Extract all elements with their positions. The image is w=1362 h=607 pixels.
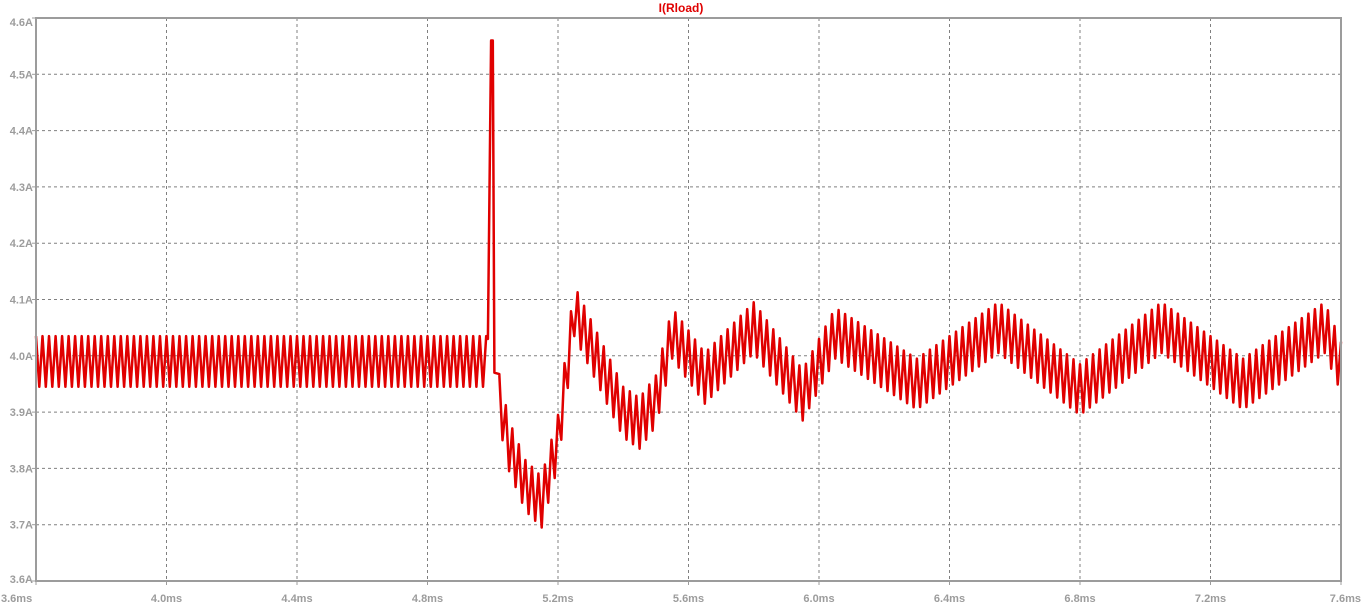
- y-tick-label: 4.4A: [10, 126, 33, 138]
- x-tick-label: 4.0ms: [151, 593, 182, 605]
- x-tick-label: 3.6ms: [1, 593, 32, 605]
- series-line-irload: [34, 39, 1343, 529]
- x-tick-label: 7.6ms: [1330, 593, 1361, 605]
- y-tick-label: 4.5A: [10, 69, 33, 81]
- x-tick-label: 5.2ms: [542, 593, 573, 605]
- y-axis-ticks: 3.6A 3.7A 3.8A 3.9A 4.0A 4.1A 4.2A 4.3A 4.4A 4.5A…: [10, 17, 36, 586]
- grid: [36, 18, 1341, 581]
- y-tick-label: 3.9A: [10, 407, 33, 419]
- x-tick-label: 7.2ms: [1195, 593, 1226, 605]
- x-tick-label: 6.8ms: [1064, 593, 1095, 605]
- y-tick-label: 3.6A: [10, 574, 33, 586]
- trace-layer: [34, 39, 1343, 529]
- x-tick-label: 4.4ms: [281, 593, 312, 605]
- x-tick-label: 5.6ms: [673, 593, 704, 605]
- x-axis-ticks: 3.6ms 4.0ms 4.4ms 4.8ms 5.2ms 5.6ms 6.0ms 6.4ms…: [1, 581, 1361, 605]
- y-tick-label: 4.3A: [10, 182, 33, 194]
- y-tick-label: 4.6A: [10, 17, 33, 29]
- y-tick-label: 3.8A: [10, 463, 33, 475]
- chart-title: I(Rload): [659, 1, 704, 15]
- y-tick-label: 3.7A: [10, 520, 33, 532]
- x-tick-label: 4.8ms: [412, 593, 443, 605]
- y-tick-label: 4.2A: [10, 238, 33, 250]
- y-tick-label: 4.0A: [10, 351, 33, 363]
- x-tick-label: 6.4ms: [934, 593, 965, 605]
- y-tick-label: 4.1A: [10, 295, 33, 307]
- x-tick-label: 6.0ms: [803, 593, 834, 605]
